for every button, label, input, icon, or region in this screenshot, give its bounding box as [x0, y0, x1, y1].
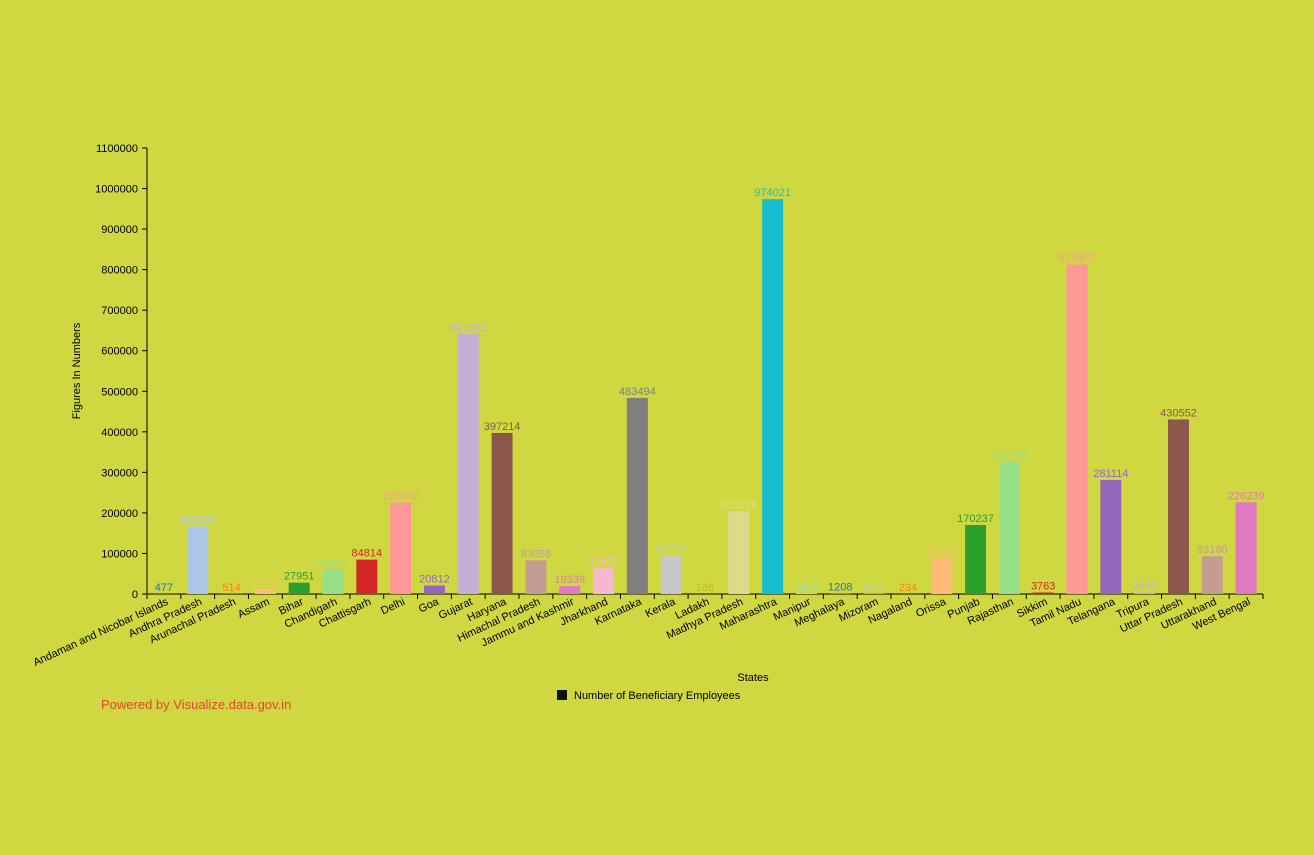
bar [458, 334, 479, 594]
data-label: 514 [222, 582, 240, 594]
y-tick-label: 1100000 [96, 143, 138, 155]
y-tick-label: 1000000 [95, 184, 138, 196]
data-label: 88210 [926, 546, 957, 558]
legend-label: Number of Beneficiary Employees [574, 690, 741, 702]
x-axis-title: States [737, 672, 769, 684]
data-label: 397214 [484, 421, 521, 433]
data-label: 96272 [656, 543, 687, 555]
bar [965, 525, 986, 594]
x-tick-label: Orissa [914, 595, 949, 620]
bar [796, 593, 817, 594]
y-tick-label: 200000 [101, 508, 138, 520]
bar [762, 199, 783, 594]
y-tick-label: 800000 [101, 265, 138, 277]
data-label: 430552 [1160, 407, 1197, 419]
x-tick-label: Delhi [379, 596, 407, 617]
bar [1202, 556, 1223, 594]
data-label: 20812 [419, 574, 450, 586]
bar [1033, 592, 1054, 594]
y-tick-label: 0 [132, 589, 138, 601]
data-label: 63482 [588, 556, 619, 568]
data-label: 877 [865, 582, 883, 594]
x-tick-label: Kerala [644, 595, 679, 620]
bar [323, 569, 344, 594]
bar [627, 398, 648, 594]
data-label: 203996 [720, 499, 757, 511]
y-tick-label: 100000 [101, 548, 138, 560]
bar [1134, 593, 1155, 594]
data-label: 93180 [1197, 544, 1228, 556]
bar [1100, 480, 1121, 594]
y-tick-label: 300000 [101, 467, 138, 479]
data-label: 19339 [554, 574, 585, 586]
data-label: 83058 [521, 548, 552, 560]
data-label: 477 [155, 582, 173, 594]
data-label: 326739 [991, 450, 1028, 462]
legend-swatch [557, 690, 567, 700]
bar [492, 433, 513, 594]
data-label: 84814 [352, 548, 383, 560]
data-label: 1208 [828, 582, 852, 594]
y-tick-label: 500000 [101, 386, 138, 398]
data-label: 170237 [957, 513, 994, 525]
bar [931, 558, 952, 594]
bar [1067, 264, 1088, 594]
y-axis-title: Figures In Numbers [71, 322, 83, 419]
x-tick-label: Assam [236, 596, 272, 621]
bar [390, 502, 411, 594]
bar [525, 560, 546, 594]
data-label: 812807 [1059, 252, 1096, 264]
data-label: 483494 [619, 386, 656, 398]
bar [559, 586, 580, 594]
bar [1168, 419, 1189, 594]
data-label: 974021 [754, 187, 791, 199]
bar [289, 583, 310, 594]
data-label: 226239 [1228, 490, 1265, 502]
y-tick-label: 900000 [101, 224, 138, 236]
data-label: 60457 [318, 557, 349, 569]
x-tick-label: Andaman and Nicobar Islands [32, 596, 171, 669]
bar [424, 586, 445, 594]
data-label: 27951 [284, 571, 315, 583]
bar [999, 462, 1020, 594]
y-tick-label: 700000 [101, 305, 138, 317]
data-label: 225942 [382, 490, 419, 502]
bar [1236, 502, 1257, 594]
data-label: 641685 [450, 322, 487, 334]
bar [255, 589, 276, 594]
data-label: 166603 [179, 514, 216, 526]
bar [728, 511, 749, 594]
bar [661, 555, 682, 594]
data-label: 1409 [794, 581, 818, 593]
data-label: 281114 [1093, 468, 1128, 480]
bar [187, 526, 208, 594]
bar [356, 560, 377, 594]
data-label: 12587 [250, 577, 281, 589]
bar [593, 568, 614, 594]
data-label: 234 [899, 582, 917, 594]
y-tick-label: 600000 [101, 346, 138, 358]
data-label: 186 [696, 582, 714, 594]
data-label: 3440 [1132, 581, 1156, 593]
data-label: 3763 [1031, 580, 1055, 592]
powered-by-link[interactable]: Powered by Visualize.data.gov.in [101, 697, 291, 712]
y-tick-label: 400000 [101, 427, 138, 439]
